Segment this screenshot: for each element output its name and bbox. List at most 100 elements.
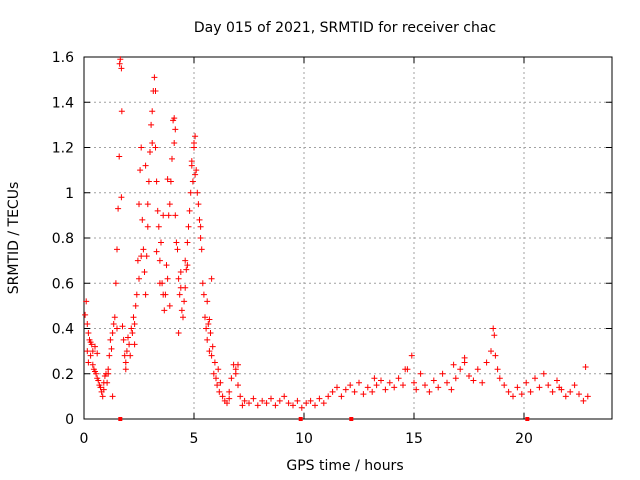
y-tick-label: 0.6 xyxy=(52,276,74,292)
data-point xyxy=(118,194,125,201)
data-point xyxy=(172,126,179,133)
data-point xyxy=(272,402,279,409)
data-point xyxy=(200,291,207,298)
data-point xyxy=(226,395,233,402)
data-point xyxy=(320,400,327,407)
data-point xyxy=(145,178,152,185)
data-point xyxy=(450,361,457,368)
data-point xyxy=(338,393,345,400)
data-point xyxy=(208,275,215,282)
data-point xyxy=(268,395,274,402)
data-point xyxy=(192,171,199,178)
data-point xyxy=(184,262,191,269)
data-point xyxy=(364,384,371,391)
data-point xyxy=(143,253,150,260)
data-point xyxy=(181,298,188,305)
data-point xyxy=(373,382,380,389)
data-point xyxy=(138,144,145,151)
data-point xyxy=(141,268,148,275)
data-point xyxy=(152,144,159,151)
data-point xyxy=(360,391,367,398)
y-tick-label: 1.2 xyxy=(52,141,74,157)
data-point xyxy=(131,341,138,348)
data-point xyxy=(204,298,211,305)
data-point xyxy=(158,239,164,246)
data-point xyxy=(189,178,196,185)
data-point xyxy=(371,375,378,382)
data-point xyxy=(259,397,266,404)
data-point xyxy=(130,314,137,321)
data-point xyxy=(164,176,171,183)
data-point xyxy=(461,354,468,361)
data-point xyxy=(137,167,144,174)
data-point xyxy=(536,384,543,391)
zero-marker xyxy=(349,417,354,421)
data-point xyxy=(138,253,145,260)
data-point xyxy=(316,395,323,402)
data-point xyxy=(192,133,199,140)
data-point xyxy=(488,348,494,355)
data-point xyxy=(206,316,213,323)
data-point xyxy=(191,139,197,146)
x-tick-label: 5 xyxy=(190,431,199,447)
x-axis-label: GPS time / hours xyxy=(286,458,403,474)
data-point xyxy=(142,162,149,169)
x-tick-label: 10 xyxy=(295,431,313,447)
data-point xyxy=(241,397,248,404)
data-point xyxy=(466,373,472,380)
y-tick-label: 0.4 xyxy=(52,322,74,338)
data-point xyxy=(174,246,181,253)
data-point xyxy=(156,257,163,264)
data-point xyxy=(183,266,190,273)
data-point xyxy=(378,377,384,384)
y-tick-label: 0 xyxy=(65,412,74,428)
data-point xyxy=(217,379,224,386)
data-point xyxy=(142,291,149,298)
data-point xyxy=(151,74,158,81)
data-point xyxy=(161,307,168,314)
data-point xyxy=(556,384,563,391)
data-point xyxy=(479,379,486,386)
data-point xyxy=(178,307,185,314)
data-point xyxy=(312,402,318,409)
data-point xyxy=(172,212,179,219)
data-point xyxy=(163,262,170,269)
data-point xyxy=(180,314,186,321)
data-point xyxy=(164,275,171,282)
data-point xyxy=(263,400,270,407)
data-point xyxy=(121,352,128,359)
data-point xyxy=(207,330,214,337)
data-point xyxy=(148,121,155,128)
data-point xyxy=(171,139,178,146)
data-point xyxy=(290,402,296,409)
data-point xyxy=(94,350,101,357)
data-point xyxy=(184,239,191,246)
data-point xyxy=(186,207,193,214)
data-point xyxy=(235,361,241,368)
data-point xyxy=(108,345,115,352)
data-point xyxy=(214,382,221,389)
data-point xyxy=(106,352,113,359)
chart-title: Day 015 of 2021, SRMTID for receiver cha… xyxy=(194,20,496,36)
data-point xyxy=(417,370,424,377)
zero-marker xyxy=(525,417,530,421)
data-point xyxy=(329,388,336,395)
data-point xyxy=(501,382,508,389)
data-point xyxy=(435,384,442,391)
data-point xyxy=(571,382,578,389)
data-point xyxy=(111,314,118,321)
data-point xyxy=(239,402,246,409)
data-point xyxy=(100,386,107,393)
data-point xyxy=(562,393,569,400)
data-point xyxy=(116,60,123,67)
x-tick-label: 20 xyxy=(515,431,533,447)
data-point xyxy=(82,311,89,318)
data-point xyxy=(198,246,205,253)
data-point xyxy=(402,366,409,373)
data-point xyxy=(133,291,140,298)
data-point xyxy=(196,216,203,223)
data-point xyxy=(140,246,147,253)
data-point xyxy=(382,386,389,393)
data-point xyxy=(134,257,141,264)
data-point xyxy=(109,330,116,337)
